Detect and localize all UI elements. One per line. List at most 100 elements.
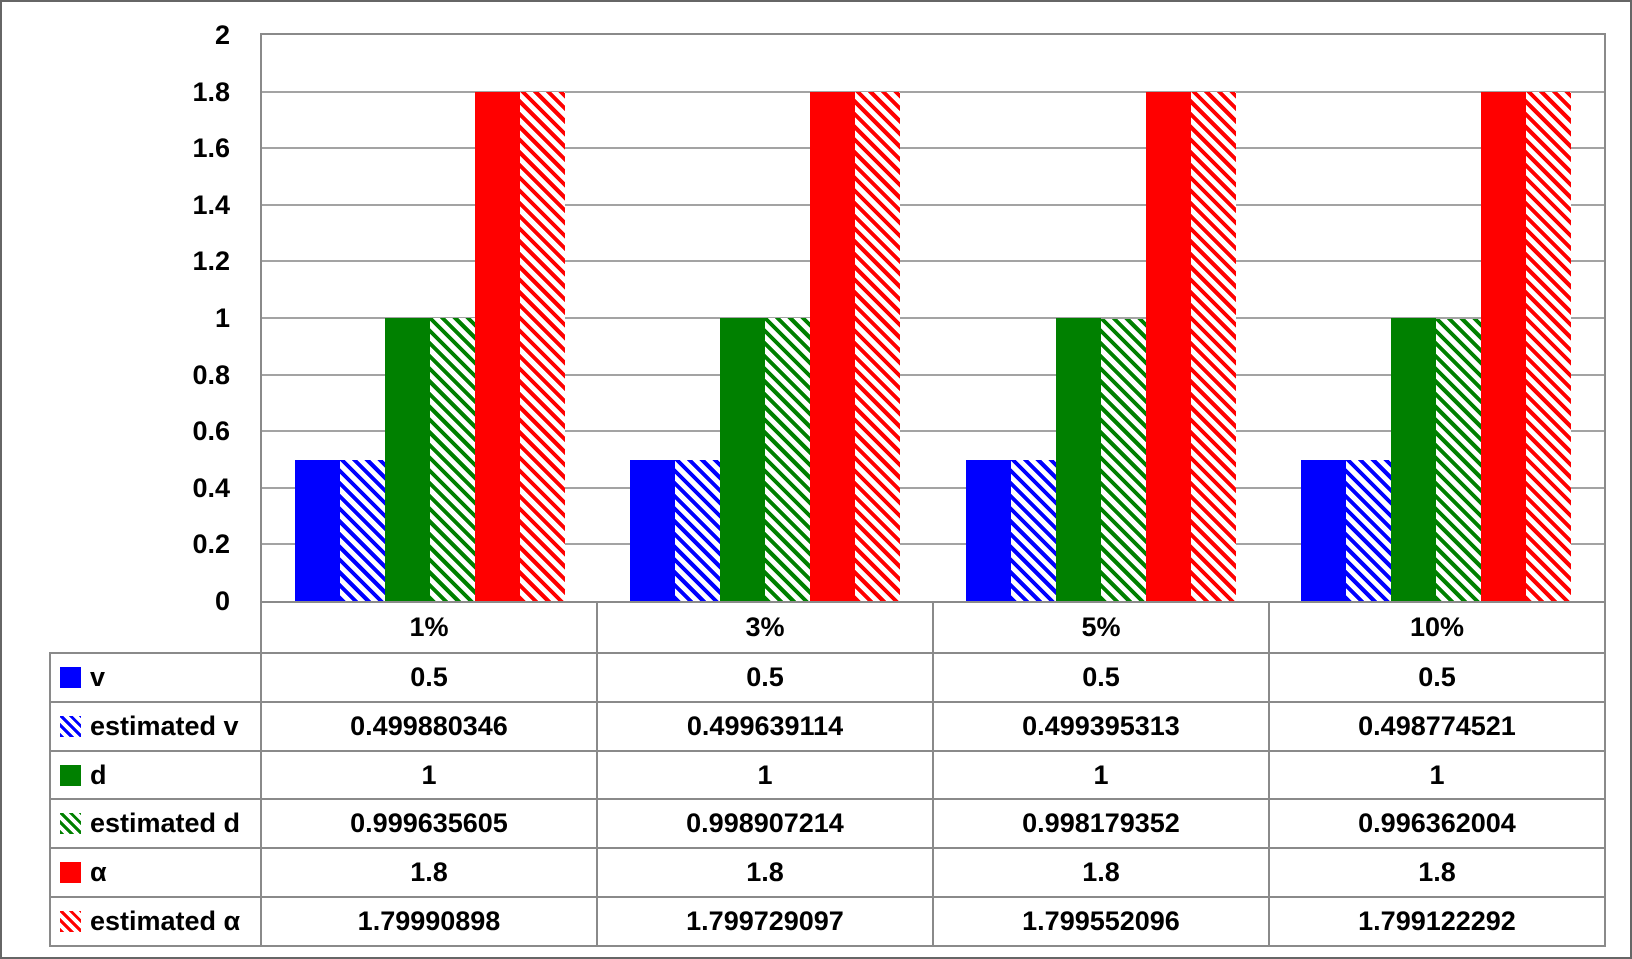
- value-cell: 0.5: [262, 654, 598, 703]
- value-cell: 1.8: [262, 849, 598, 899]
- value-cell: 1: [934, 751, 1270, 801]
- gridline: [262, 147, 1604, 150]
- y-tick-label: 0.6: [192, 416, 230, 447]
- table-row: v 0.5 0.5 0.5 0.5: [51, 654, 1606, 703]
- table-row: estimated v 0.499880346 0.499639114 0.49939…: [51, 702, 1606, 752]
- category-cell: 5%: [934, 603, 1270, 652]
- bar: [965, 459, 1011, 601]
- gridline: [262, 543, 1604, 546]
- bar: [1010, 459, 1056, 601]
- y-tick-label: 0.2: [192, 529, 230, 560]
- table-row: estimated α 1.79990898 1.799729097 1.799552…: [51, 898, 1606, 947]
- value-cell: 1.799122292: [1270, 898, 1606, 947]
- bar: [630, 459, 676, 601]
- bar: [429, 318, 475, 601]
- gridline: [262, 373, 1604, 376]
- y-tick-label: 0.4: [192, 472, 230, 503]
- bar: [384, 318, 430, 601]
- value-cell: 1: [262, 751, 598, 801]
- bar: [1481, 91, 1527, 601]
- gridline: [262, 486, 1604, 489]
- bar: [474, 91, 520, 601]
- y-tick-label: 0: [214, 586, 230, 616]
- bar: [1301, 459, 1347, 601]
- category-cell: 10%: [1270, 603, 1606, 652]
- gridline: [262, 317, 1604, 319]
- bar: [1436, 319, 1482, 601]
- y-tick-label: 2: [214, 20, 230, 50]
- value-cell: 0.499880346: [262, 702, 598, 752]
- value-cell: 1.8: [934, 849, 1270, 899]
- y-tick-label: 1.4: [192, 189, 230, 220]
- y-tick-label: 1: [214, 303, 230, 333]
- value-cell: 0.998179352: [934, 800, 1270, 850]
- y-tick-label: 0.8: [192, 359, 230, 390]
- plot-area: [260, 33, 1606, 603]
- value-cell: 0.998907214: [598, 800, 934, 850]
- data-table: v 0.5 0.5 0.5 0.5 estimated v 0.499880346 0.499…: [49, 652, 1606, 947]
- value-cell: 1.8: [598, 849, 934, 899]
- table-row: α 1.8 1.8 1.8 1.8: [51, 849, 1606, 899]
- y-axis: 2 1.8 1.6 1.4 1.2 1 0.8 0.6 0.4 0.2 0: [2, 2, 230, 957]
- bar: [1346, 459, 1392, 601]
- legend-swatch: [60, 911, 81, 933]
- legend-cell: estimated α: [51, 898, 262, 947]
- bar: [519, 91, 565, 601]
- value-cell: 0.5: [1270, 654, 1606, 703]
- value-cell: 0.999635605: [262, 800, 598, 850]
- value-cell: 0.499395313: [934, 702, 1270, 752]
- legend-cell: estimated d: [51, 800, 262, 850]
- bar: [855, 91, 901, 601]
- series-name-label: v: [90, 661, 106, 692]
- gridline: [262, 90, 1604, 93]
- gridline: [262, 260, 1604, 263]
- y-tick-label: 1.6: [192, 133, 230, 164]
- legend-swatch: [60, 813, 81, 835]
- series-name-label: estimated d: [90, 808, 241, 839]
- category-cell: 3%: [598, 603, 934, 652]
- bar: [339, 459, 385, 601]
- series-name-label: estimated v: [90, 710, 239, 741]
- bar: [294, 459, 340, 601]
- value-cell: 0.5: [598, 654, 934, 703]
- legend-cell: d: [51, 751, 262, 801]
- y-tick-label: 1.8: [192, 76, 230, 107]
- series-name-label: estimated α: [90, 906, 241, 937]
- legend-swatch: [60, 862, 81, 884]
- value-cell: 0.498774521: [1270, 702, 1606, 752]
- value-cell: 0.499639114: [598, 702, 934, 752]
- bar: [675, 459, 721, 601]
- bar: [1391, 318, 1437, 601]
- value-cell: 1: [598, 751, 934, 801]
- value-cell: 0.996362004: [1270, 800, 1606, 850]
- gridline: [262, 203, 1604, 206]
- category-header-row: 1% 3% 5% 10%: [260, 603, 1606, 652]
- value-cell: 0.5: [934, 654, 1270, 703]
- bar: [765, 318, 811, 601]
- value-cell: 1.799552096: [934, 898, 1270, 947]
- series-name-label: d: [90, 759, 107, 790]
- series-name-label: α: [90, 857, 107, 888]
- value-cell: 1.799729097: [598, 898, 934, 947]
- legend-cell: α: [51, 849, 262, 899]
- bar: [810, 91, 856, 601]
- legend-swatch: [60, 666, 81, 688]
- bar: [1190, 91, 1236, 601]
- bar: [1145, 91, 1191, 601]
- bar: [720, 318, 766, 601]
- category-cell: 1%: [262, 603, 598, 652]
- value-cell: 1.79990898: [262, 898, 598, 947]
- y-tick-label: 1.2: [192, 246, 230, 277]
- legend-swatch: [60, 715, 81, 737]
- gridline: [262, 430, 1604, 433]
- table-row: estimated d 0.999635605 0.998907214 0.99817…: [51, 800, 1606, 850]
- bar: [1055, 318, 1101, 601]
- value-cell: 1.8: [1270, 849, 1606, 899]
- bar: [1526, 91, 1572, 601]
- legend-cell: estimated v: [51, 702, 262, 752]
- value-cell: 1: [1270, 751, 1606, 801]
- legend-cell: v: [51, 654, 262, 703]
- bar: [1100, 318, 1146, 601]
